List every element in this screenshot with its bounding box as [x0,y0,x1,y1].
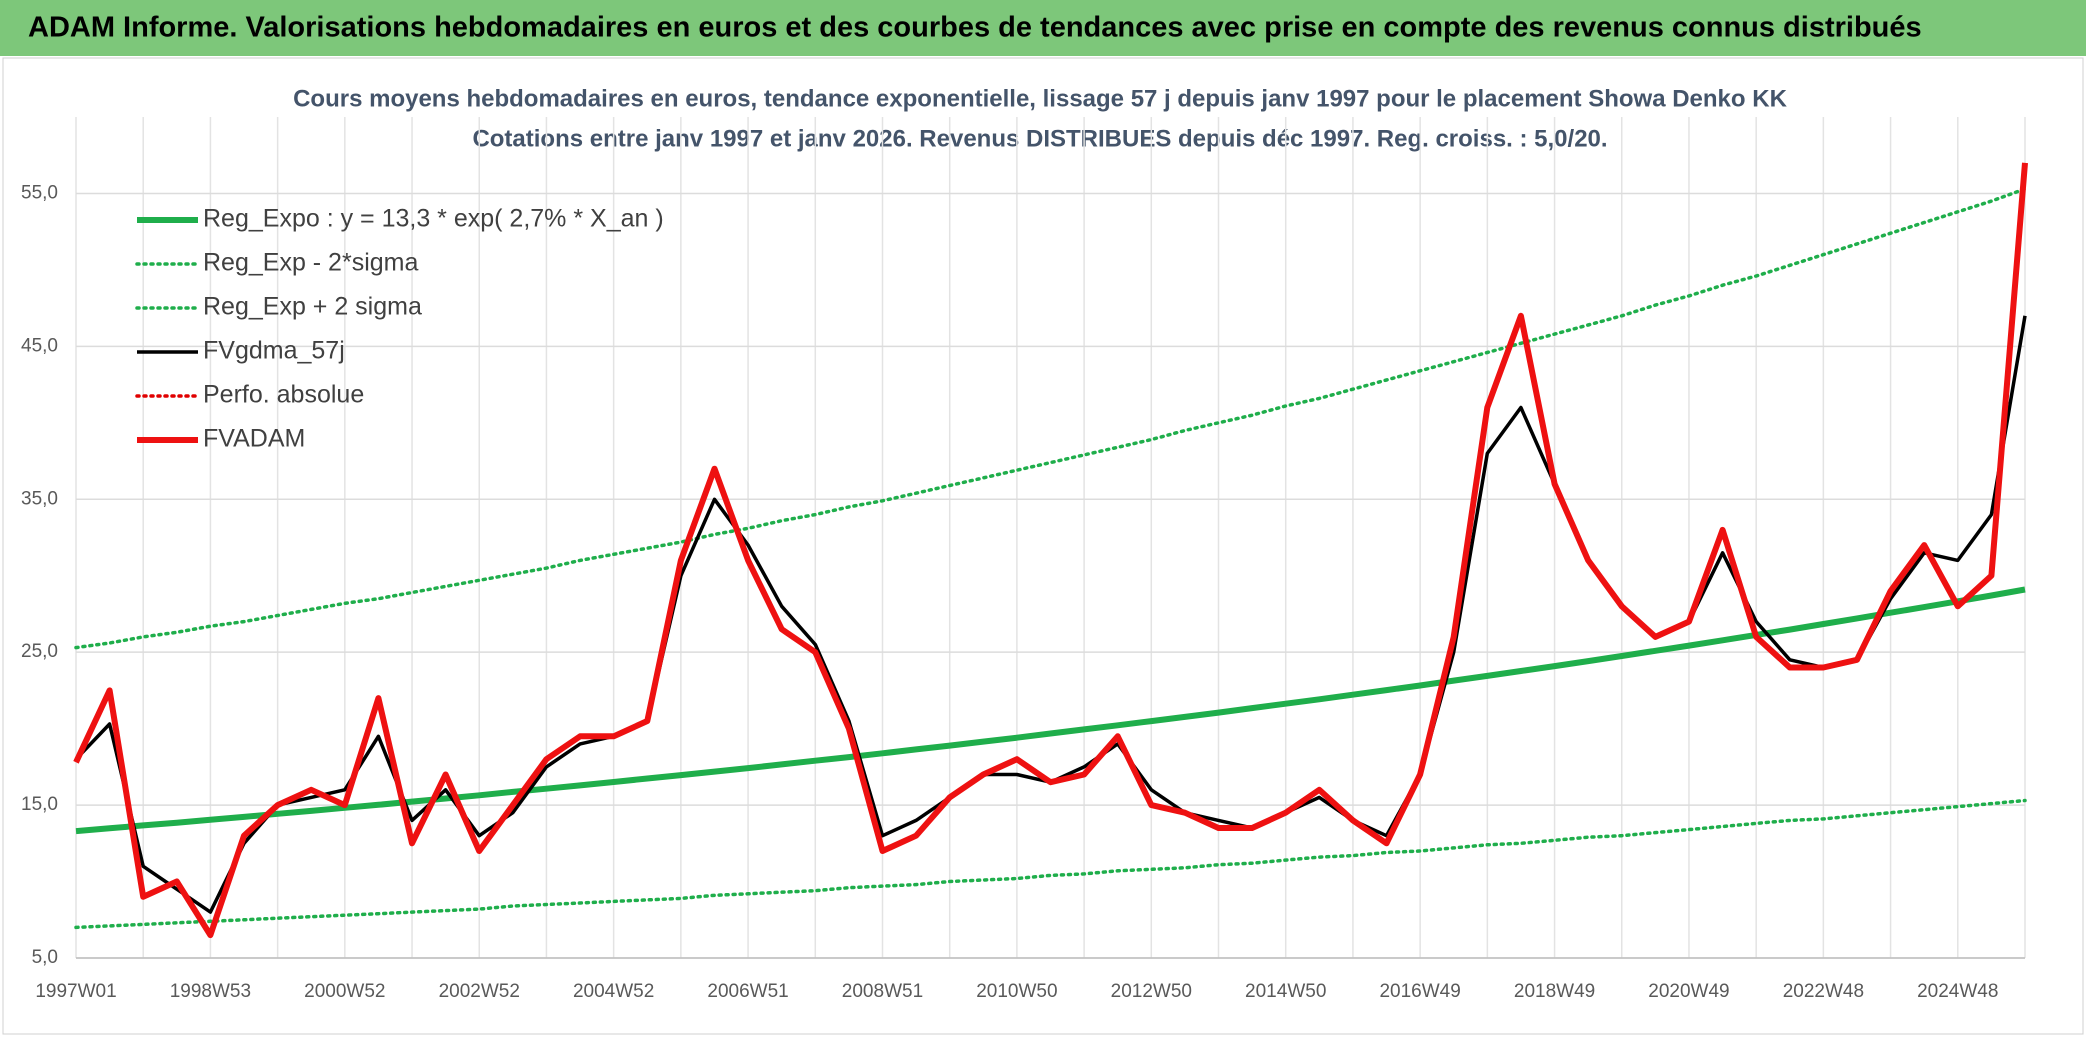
x-tick-label: 2004W52 [573,981,654,1002]
legend-label: Reg_Expo : y = 13,3 * exp( 2,7% * X_an ) [203,205,664,233]
x-tick-label: 1998W53 [170,981,251,1002]
y-tick-label: 25,0 [21,641,58,662]
series-line [74,315,2027,914]
chart-border [2,57,2084,1035]
legend-label: FVADAM [203,425,305,453]
x-tick-label: 2000W52 [304,981,385,1002]
x-tick-label: 2008W51 [842,981,923,1002]
chart-subtitle: Cotations entre janv 1997 et janv 2026. … [472,125,1607,152]
y-tick-label: 5,0 [32,947,58,968]
chart-title: Cours moyens hebdomadaires en euros, ten… [293,85,1787,112]
x-tick-label: 2010W50 [976,981,1057,1002]
x-tick-label: 2022W48 [1783,981,1864,1002]
x-tick-label: 2016W49 [1379,981,1460,1002]
x-tick-label: 2020W49 [1648,981,1729,1002]
y-tick-label: 45,0 [21,335,58,356]
y-tick-label: 15,0 [21,794,58,815]
series-line [74,187,2027,650]
legend-label: Reg_Exp + 2 sigma [203,293,422,321]
series-line [73,162,2028,939]
legend-label: Reg_Exp - 2*sigma [203,249,418,277]
series-line [75,586,2026,835]
header-title: ADAM Informe. Valorisations hebdomadaire… [28,12,1922,44]
x-tick-label: 2012W50 [1111,981,1192,1002]
x-tick-label: 2014W50 [1245,981,1326,1002]
x-tick-label: 2024W48 [1917,981,1998,1002]
legend-label: Perfo. absolue [203,381,364,409]
y-tick-label: 55,0 [21,182,58,203]
series-line [74,798,2027,930]
header-bar [0,0,2086,56]
x-tick-label: 2018W49 [1514,981,1595,1002]
y-tick-label: 35,0 [21,488,58,509]
x-tick-label: 2006W51 [707,981,788,1002]
legend-label: FVgdma_57j [203,337,345,365]
x-tick-label: 2002W52 [439,981,520,1002]
x-tick-label: 1997W01 [35,981,116,1002]
